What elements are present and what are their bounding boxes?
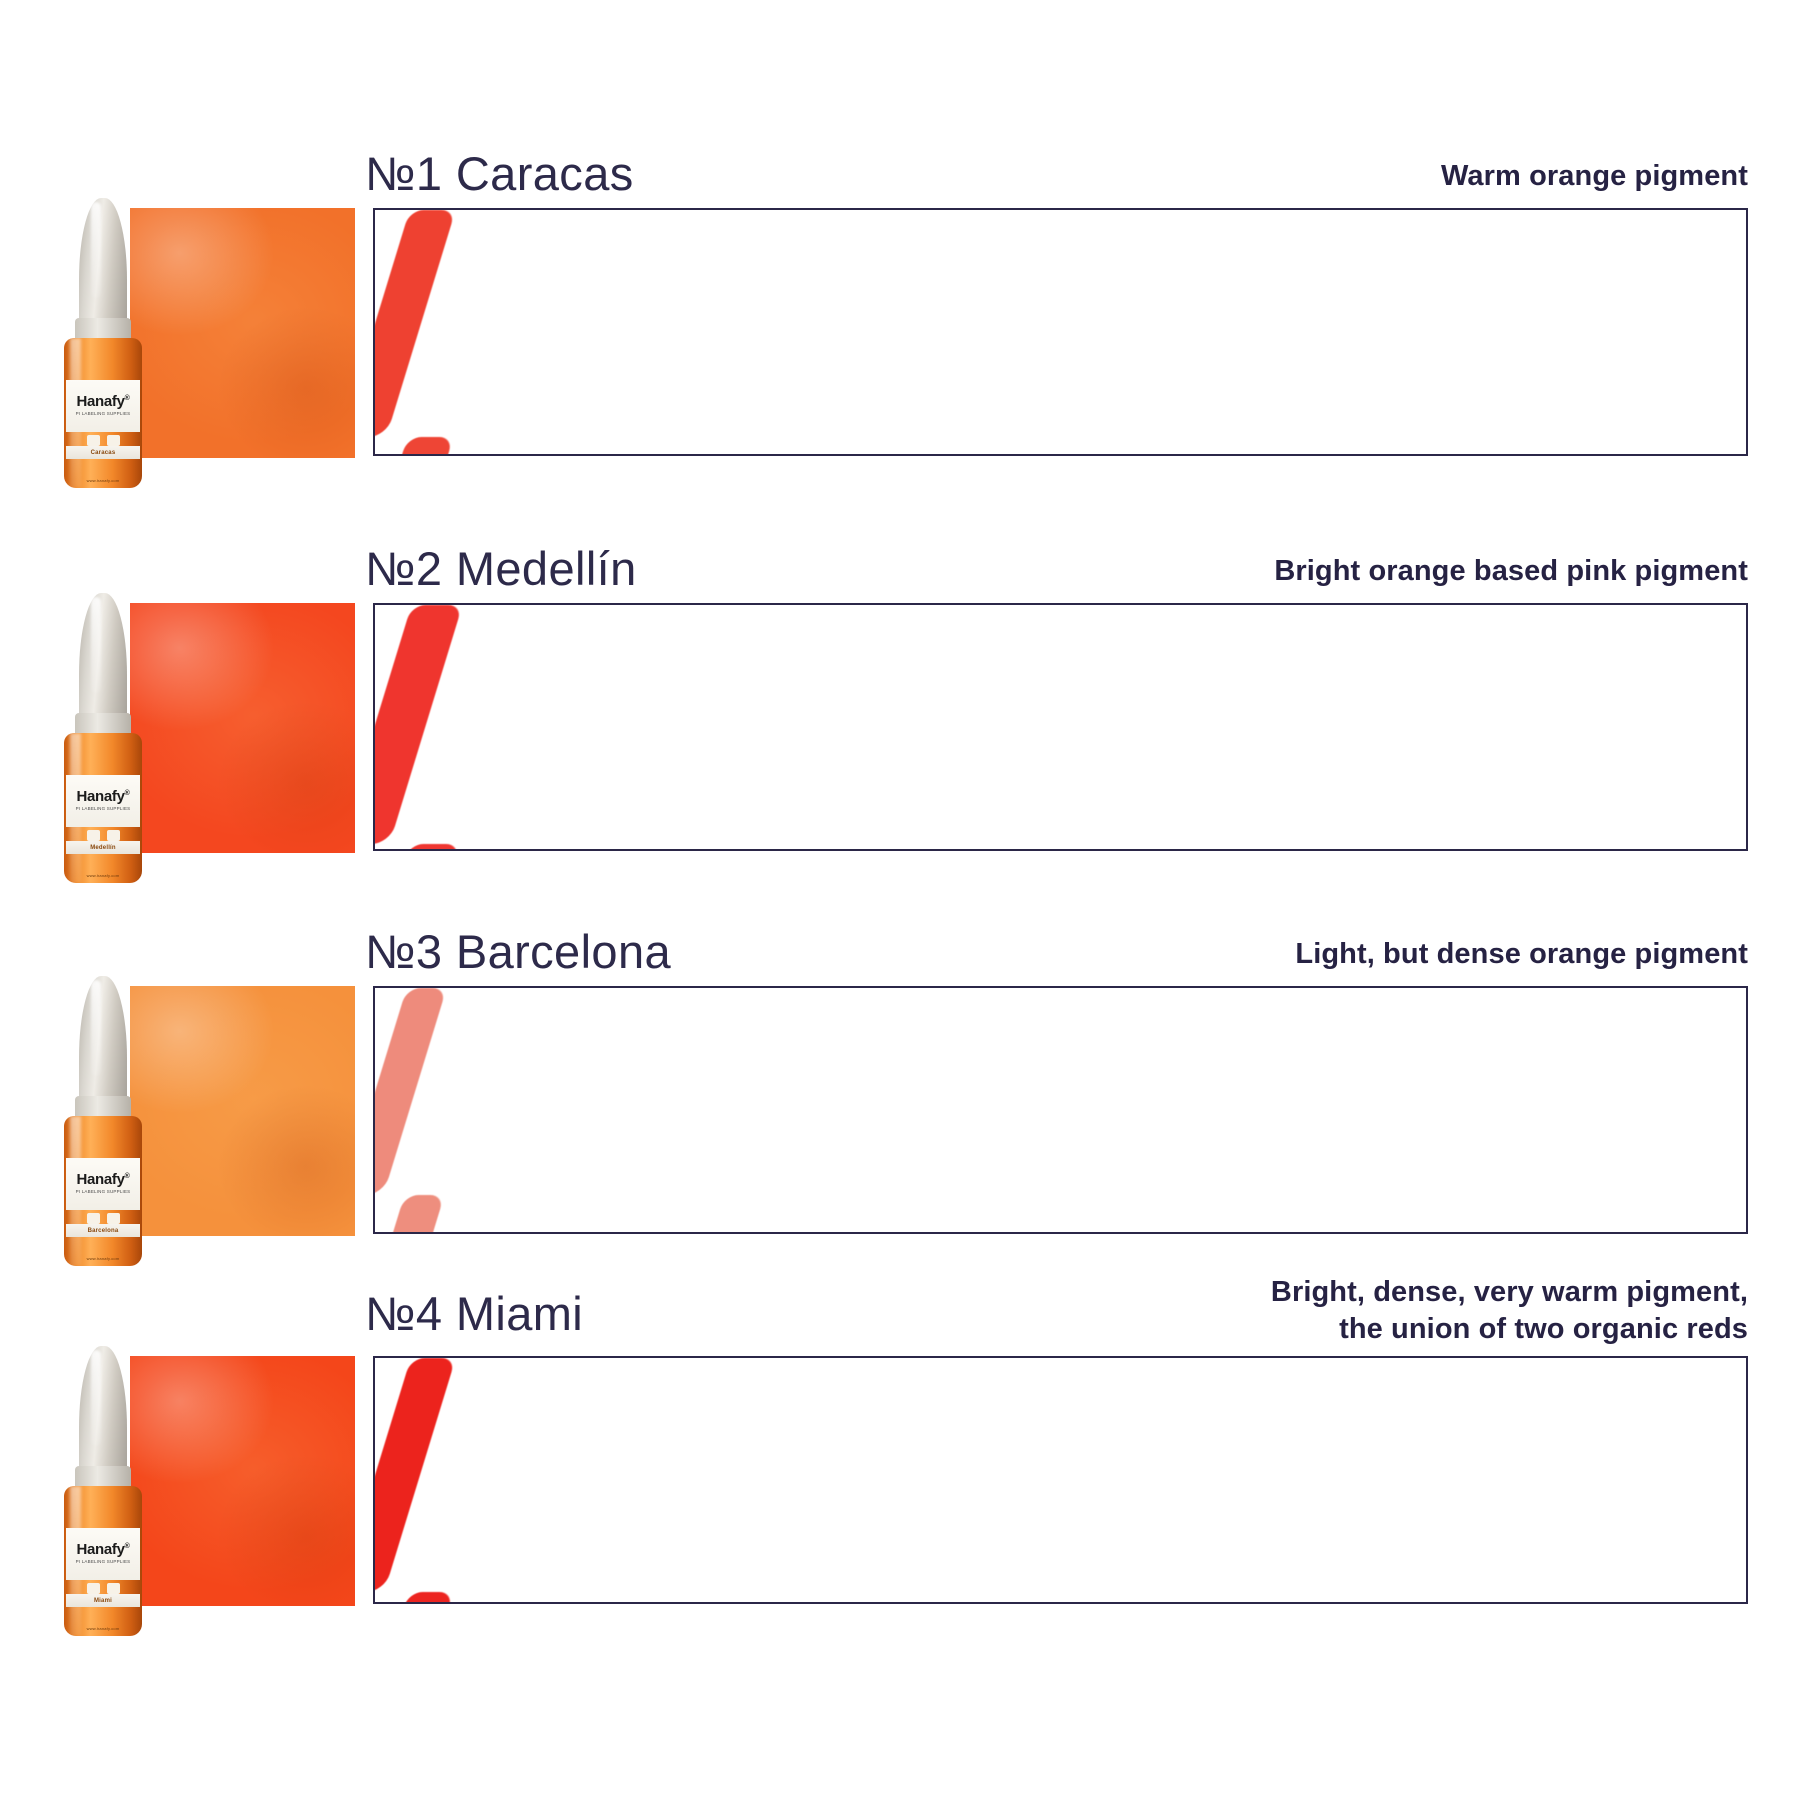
bottle-cap: [79, 198, 127, 330]
pigment-title: №1 Caracas: [365, 147, 634, 200]
row-header: №4 Miami Bright, dense, very warm pigmen…: [0, 1276, 1800, 1370]
pigment-title: №3 Barcelona: [365, 925, 672, 978]
bottle-url: www.hanafy.com: [86, 872, 120, 878]
bottle-body: Hanafy® PI LABELING SUPPLIES Miami www.h…: [64, 1486, 142, 1636]
bottle-label: Hanafy® PI LABELING SUPPLIES: [66, 775, 140, 827]
pigment-color-chip: [130, 986, 355, 1236]
pigment-bottle: Hanafy® PI LABELING SUPPLIES Barcelona w…: [55, 976, 150, 1266]
pigment-swatch-box: [373, 603, 1748, 851]
bottle-shade-name: Miami: [66, 1594, 140, 1607]
pigment-color-chip: [130, 603, 355, 853]
bottle-shade-name: Medellín: [66, 841, 140, 854]
pigment-row-medellin: №2 Medellín Bright orange based pink pig…: [0, 535, 1800, 915]
bottle-url: www.hanafy.com: [86, 1625, 120, 1631]
brush-stroke: [375, 436, 454, 454]
pigment-swatch-box: [373, 208, 1748, 456]
label-icon-row: [72, 1212, 134, 1224]
brush-stroke: [375, 988, 447, 1196]
bottle-label: Hanafy® PI LABELING SUPPLIES: [66, 380, 140, 432]
brush-stroke: [375, 1195, 445, 1232]
pigment-bottle: Hanafy® PI LABELING SUPPLIES Medellín ww…: [55, 593, 150, 883]
pigment-row-barcelona: №3 Barcelona Light, but dense orange pig…: [0, 918, 1800, 1298]
brush-stroke: [375, 1592, 454, 1602]
bottle-label: Hanafy® PI LABELING SUPPLIES: [66, 1158, 140, 1210]
brush-stroke: [375, 605, 463, 845]
row-header: №1 Caracas Warm orange pigment: [0, 140, 1800, 210]
pigment-swatch-box: [373, 986, 1748, 1234]
product-photo: Hanafy® PI LABELING SUPPLIES Miami www.h…: [55, 1346, 355, 1656]
bottle-body: Hanafy® PI LABELING SUPPLIES Barcelona w…: [64, 1116, 142, 1266]
bottle-body: Hanafy® PI LABELING SUPPLIES Medellín ww…: [64, 733, 142, 883]
bottle-shade-name: Caracas: [66, 446, 140, 459]
pigment-color-chip: [130, 208, 355, 458]
pigment-swatch-box: [373, 1356, 1748, 1604]
pigment-title: №4 Miami: [365, 1287, 584, 1340]
label-subtext: PI LABELING SUPPLIES: [75, 1189, 131, 1195]
bottle-cap: [79, 976, 127, 1108]
pigment-description: Warm orange pigment: [1441, 160, 1748, 192]
brush-stroke: [375, 210, 456, 437]
brand-name: Hanafy®: [76, 1165, 139, 1187]
label-icon-row: [72, 434, 134, 446]
bottle-cap: [79, 593, 127, 725]
label-icon-row: [72, 829, 134, 841]
product-photo: Hanafy® PI LABELING SUPPLIES Barcelona w…: [55, 976, 355, 1286]
bottle-body: Hanafy® PI LABELING SUPPLIES Caracas www…: [64, 338, 142, 488]
brush-stroke: [375, 844, 461, 849]
pigment-description: Light, but dense orange pigment: [1295, 938, 1748, 970]
pigment-color-chip: [130, 1356, 355, 1606]
pigment-description: Bright, dense, very warm pigment, the un…: [1270, 1276, 1748, 1346]
label-icon-row: [72, 1582, 134, 1594]
label-subtext: PI LABELING SUPPLIES: [75, 411, 131, 417]
product-photo: Hanafy® PI LABELING SUPPLIES Caracas www…: [55, 198, 355, 508]
row-header: №3 Barcelona Light, but dense orange pig…: [0, 918, 1800, 988]
brand-name: Hanafy®: [76, 782, 139, 804]
pigment-bottle: Hanafy® PI LABELING SUPPLIES Caracas www…: [55, 198, 150, 488]
label-subtext: PI LABELING SUPPLIES: [75, 806, 131, 812]
brush-stroke: [375, 1358, 456, 1593]
bottle-label: Hanafy® PI LABELING SUPPLIES: [66, 1528, 140, 1580]
brand-name: Hanafy®: [76, 387, 139, 409]
bottle-shade-name: Barcelona: [66, 1224, 140, 1237]
bottle-cap: [79, 1346, 127, 1478]
pigment-row-miami: №4 Miami Bright, dense, very warm pigmen…: [0, 1276, 1800, 1680]
brand-name: Hanafy®: [76, 1535, 139, 1557]
bottle-url: www.hanafy.com: [86, 477, 120, 483]
row-header: №2 Medellín Bright orange based pink pig…: [0, 535, 1800, 605]
pigment-bottle: Hanafy® PI LABELING SUPPLIES Miami www.h…: [55, 1346, 150, 1636]
pigment-title: №2 Medellín: [365, 542, 637, 595]
pigment-description: Bright orange based pink pigment: [1274, 555, 1748, 587]
product-photo: Hanafy® PI LABELING SUPPLIES Medellín ww…: [55, 593, 355, 903]
label-subtext: PI LABELING SUPPLIES: [75, 1559, 131, 1565]
pigment-row-caracas: №1 Caracas Warm orange pigment Hanafy® P…: [0, 140, 1800, 520]
bottle-url: www.hanafy.com: [86, 1255, 120, 1261]
